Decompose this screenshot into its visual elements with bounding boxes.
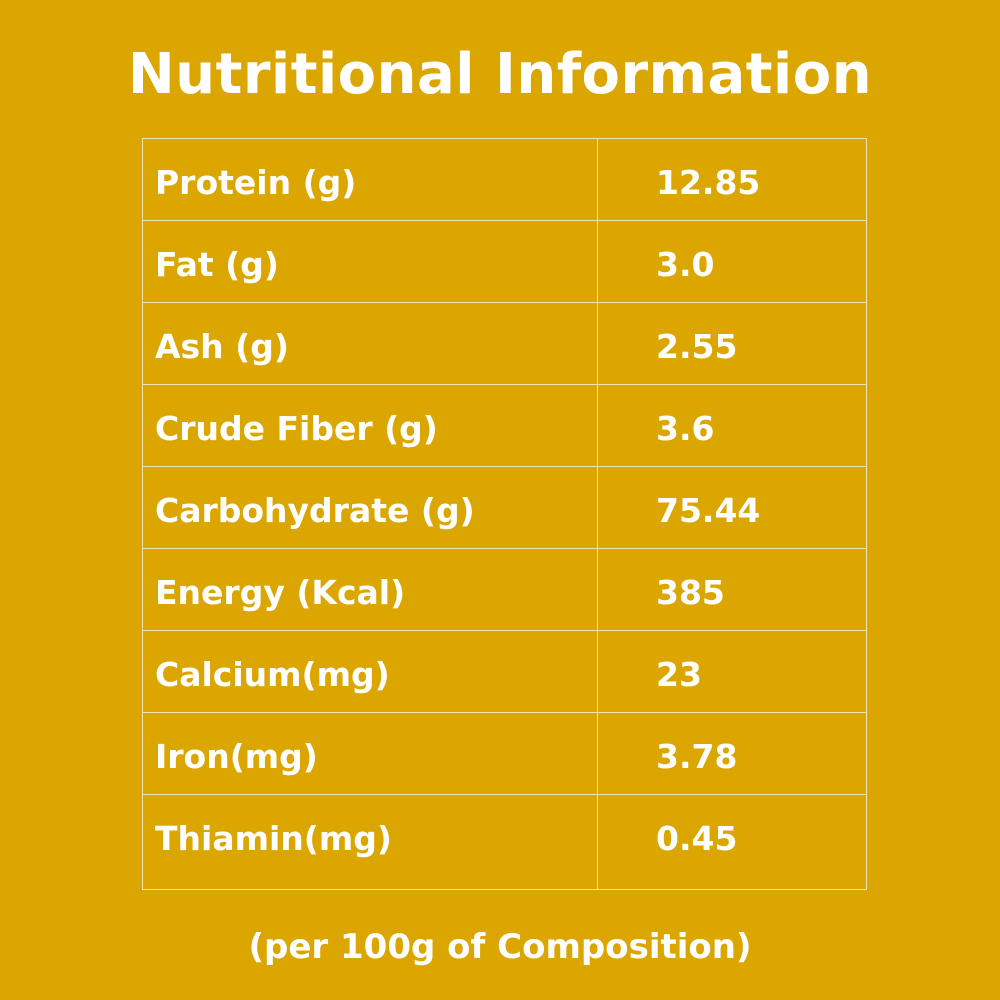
nutrient-label: Protein (g) [142,138,598,221]
table-row: Thiamin(mg) 0.45 [142,794,867,890]
table-row: Crude Fiber (g) 3.6 [142,384,867,467]
nutrient-label: Fat (g) [142,220,598,303]
table-row: Protein (g) 12.85 [142,138,867,221]
nutrient-value: 23 [597,630,867,713]
nutrient-value: 75.44 [597,466,867,549]
table-row: Calcium(mg) 23 [142,630,867,713]
table-row: Iron(mg) 3.78 [142,712,867,795]
nutrient-label: Crude Fiber (g) [142,384,598,467]
nutrient-value: 3.78 [597,712,867,795]
nutrient-value: 12.85 [597,138,867,221]
nutrient-value: 385 [597,548,867,631]
table-row: Energy (Kcal) 385 [142,548,867,631]
nutrient-label: Ash (g) [142,302,598,385]
table-row: Fat (g) 3.0 [142,220,867,303]
nutrient-label: Energy (Kcal) [142,548,598,631]
nutrient-label: Calcium(mg) [142,630,598,713]
nutrition-table: Protein (g) 12.85 Fat (g) 3.0 Ash (g) 2.… [142,138,867,890]
nutrient-label: Iron(mg) [142,712,598,795]
footnote: (per 100g of Composition) [248,927,752,967]
nutrient-label: Carbohydrate (g) [142,466,598,549]
nutrient-value: 3.0 [597,220,867,303]
page-title: Nutritional Information [127,42,873,107]
nutrient-value: 2.55 [597,302,867,385]
nutrient-label: Thiamin(mg) [142,794,598,890]
table-row: Carbohydrate (g) 75.44 [142,466,867,549]
table-row: Ash (g) 2.55 [142,302,867,385]
nutrient-value: 3.6 [597,384,867,467]
nutrient-value: 0.45 [597,794,867,890]
